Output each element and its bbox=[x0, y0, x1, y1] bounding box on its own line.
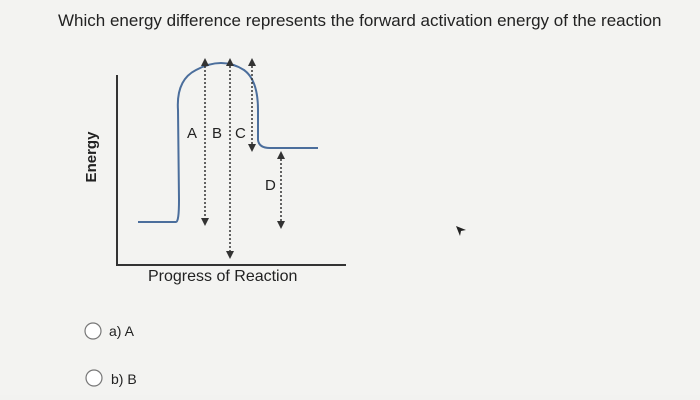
label-d: D bbox=[265, 177, 276, 194]
arrowhead bbox=[248, 58, 256, 66]
radio-button[interactable] bbox=[84, 322, 102, 340]
arrows bbox=[204, 62, 282, 255]
label-c: C bbox=[235, 125, 246, 142]
option-label[interactable]: a) A bbox=[109, 323, 135, 339]
arrowhead bbox=[226, 251, 234, 259]
arrowhead bbox=[277, 151, 285, 159]
arrowhead bbox=[277, 221, 285, 229]
label-a: A bbox=[187, 125, 197, 142]
arrowhead bbox=[248, 144, 256, 152]
x-axis-label: Progress of Reaction bbox=[148, 268, 297, 285]
arrowhead bbox=[201, 218, 209, 226]
option-b[interactable]: b) B bbox=[85, 369, 137, 387]
label-b: B bbox=[212, 125, 222, 142]
arrowhead bbox=[226, 58, 234, 66]
option-a[interactable]: a) A bbox=[84, 322, 135, 340]
radio-button[interactable] bbox=[85, 369, 103, 387]
cursor bbox=[456, 226, 466, 236]
arrowhead bbox=[201, 58, 209, 66]
arrowheads bbox=[201, 58, 285, 259]
option-label[interactable]: b) B bbox=[111, 371, 137, 387]
energy-diagram: A B C D Energy Progress of Reaction bbox=[83, 58, 346, 285]
y-axis-label: Energy bbox=[83, 131, 100, 183]
energy-curve bbox=[138, 62, 318, 223]
question: Which energy difference represents the f… bbox=[58, 11, 662, 30]
